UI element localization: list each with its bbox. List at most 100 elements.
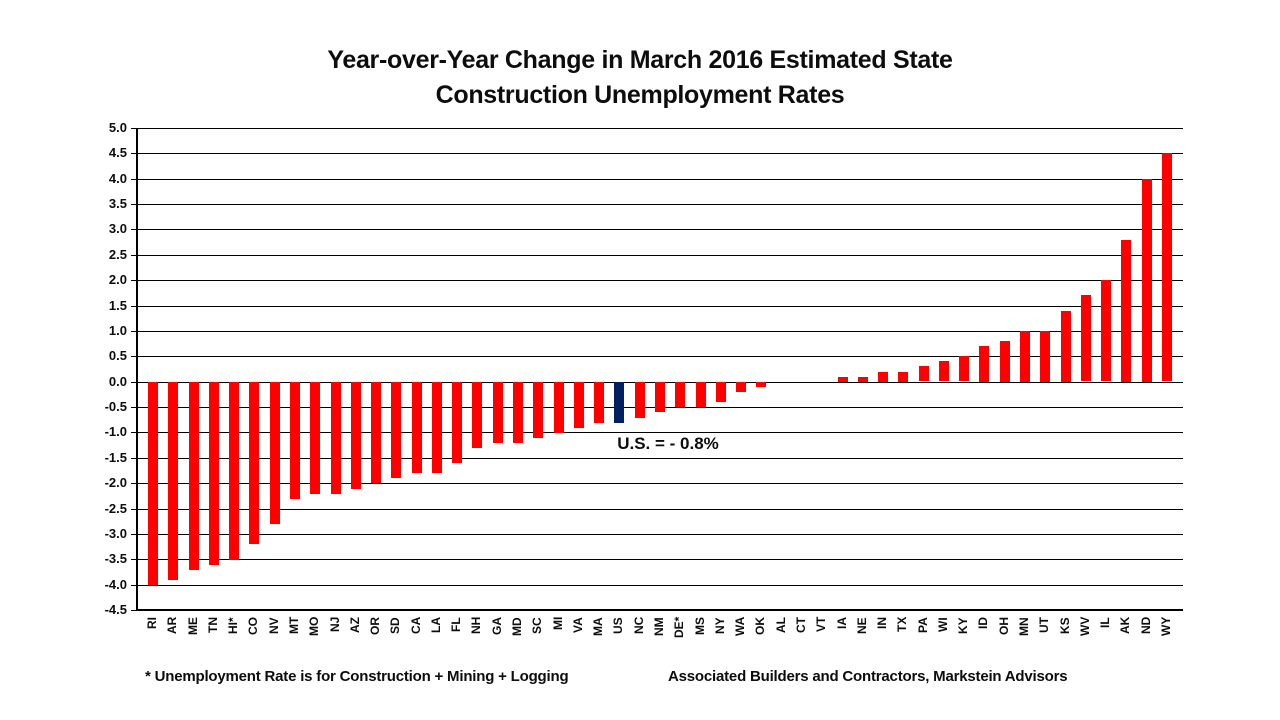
x-axis-label: NM xyxy=(652,617,666,636)
bar-IA xyxy=(838,377,848,382)
bar-WA xyxy=(736,382,746,392)
bar-CA xyxy=(412,382,422,473)
bar-AR xyxy=(168,382,178,580)
y-tick-label: -2.5 xyxy=(104,501,127,516)
y-axis-tick xyxy=(131,407,137,408)
bar-MA xyxy=(594,382,604,423)
bar-LA xyxy=(432,382,442,473)
y-axis-tick xyxy=(131,306,137,307)
bar-OR xyxy=(371,382,381,483)
gridline xyxy=(137,559,1183,560)
x-axis-label: MA xyxy=(591,617,605,636)
y-axis-tick xyxy=(131,382,137,383)
bar-NH xyxy=(472,382,482,448)
bar-NV xyxy=(270,382,280,524)
bar-GA xyxy=(493,382,503,443)
footnote: * Unemployment Rate is for Construction … xyxy=(145,668,569,685)
y-tick-label: 4.5 xyxy=(108,145,127,160)
bar-WV xyxy=(1081,295,1091,381)
source-credit: Associated Builders and Contractors, Mar… xyxy=(668,668,1068,685)
x-axis-label: WV xyxy=(1078,617,1092,637)
gridline xyxy=(137,432,1183,433)
gridline xyxy=(137,458,1183,459)
gridline xyxy=(137,483,1183,484)
y-tick-label: 2.5 xyxy=(108,247,127,262)
us-annotation: U.S. = - 0.8% xyxy=(617,434,719,453)
bar-DE xyxy=(675,382,685,407)
bar-AK xyxy=(1121,240,1131,382)
y-tick-label: 0.5 xyxy=(108,348,127,363)
gridline xyxy=(137,255,1183,256)
gridline xyxy=(137,153,1183,154)
y-axis-tick xyxy=(131,204,137,205)
y-axis-tick xyxy=(131,610,137,611)
y-tick-label: 1.5 xyxy=(108,298,127,313)
y-axis-tick xyxy=(131,255,137,256)
bar-CO xyxy=(249,382,259,544)
x-axis-label: IL xyxy=(1098,617,1112,628)
y-tick-label: 2.0 xyxy=(108,272,127,287)
y-axis-tick xyxy=(131,280,137,281)
y-tick-label: -4.0 xyxy=(104,577,127,592)
x-axis-label: AK xyxy=(1118,617,1132,635)
bar-NC xyxy=(635,382,645,418)
bar-NM xyxy=(655,382,665,412)
y-axis-line xyxy=(136,128,138,611)
gridline xyxy=(137,306,1183,307)
bar-IN xyxy=(878,372,888,382)
y-axis-tick xyxy=(131,128,137,129)
bar-MN xyxy=(1020,331,1030,382)
y-axis-tick xyxy=(131,534,137,535)
gridline xyxy=(137,229,1183,230)
y-tick-label: -2.0 xyxy=(104,475,127,490)
bar-ME xyxy=(189,382,199,570)
bar-NY xyxy=(716,382,726,402)
y-axis-tick xyxy=(131,153,137,154)
bar-ND xyxy=(1142,179,1152,382)
x-axis-line xyxy=(136,609,1183,611)
y-axis-tick xyxy=(131,229,137,230)
gridline xyxy=(137,509,1183,510)
bar-KS xyxy=(1061,311,1071,382)
y-axis-tick xyxy=(131,356,137,357)
bar-RI xyxy=(148,382,158,585)
y-axis-tick xyxy=(131,483,137,484)
x-axis-label: ND xyxy=(1139,617,1153,635)
y-axis-tick xyxy=(131,509,137,510)
y-axis-tick xyxy=(131,559,137,560)
y-tick-label: 3.0 xyxy=(108,221,127,236)
y-tick-label: 1.0 xyxy=(108,323,127,338)
gridline xyxy=(137,204,1183,205)
y-tick-label: 5.0 xyxy=(108,120,127,135)
bar-SC xyxy=(533,382,543,438)
bar-AZ xyxy=(351,382,361,489)
y-tick-label: -1.0 xyxy=(104,424,127,439)
y-axis-tick xyxy=(131,331,137,332)
y-tick-label: 4.0 xyxy=(108,171,127,186)
chart-title: Year-over-Year Change in March 2016 Esti… xyxy=(0,43,1280,113)
gridline xyxy=(137,585,1183,586)
bar-HI xyxy=(229,382,239,560)
bar-NJ xyxy=(331,382,341,494)
y-tick-label: 3.5 xyxy=(108,196,127,211)
bar-MT xyxy=(290,382,300,499)
y-tick-label: -0.5 xyxy=(104,399,127,414)
chart-title-line1: Year-over-Year Change in March 2016 Esti… xyxy=(327,46,953,74)
bar-TN xyxy=(209,382,219,565)
bar-SD xyxy=(391,382,401,478)
y-tick-label: -4.5 xyxy=(104,602,127,617)
bar-KY xyxy=(959,356,969,381)
y-tick-label: -3.0 xyxy=(104,526,127,541)
bar-VA xyxy=(574,382,584,428)
chart-title-line2: Construction Unemployment Rates xyxy=(435,81,845,109)
y-axis-tick xyxy=(131,179,137,180)
y-tick-label: -1.5 xyxy=(104,450,127,465)
bar-WI xyxy=(939,361,949,381)
gridline xyxy=(137,128,1183,129)
bar-ID xyxy=(979,346,989,382)
bar-TX xyxy=(898,372,908,382)
gridline xyxy=(137,280,1183,281)
x-axis-label: NC xyxy=(632,617,646,635)
